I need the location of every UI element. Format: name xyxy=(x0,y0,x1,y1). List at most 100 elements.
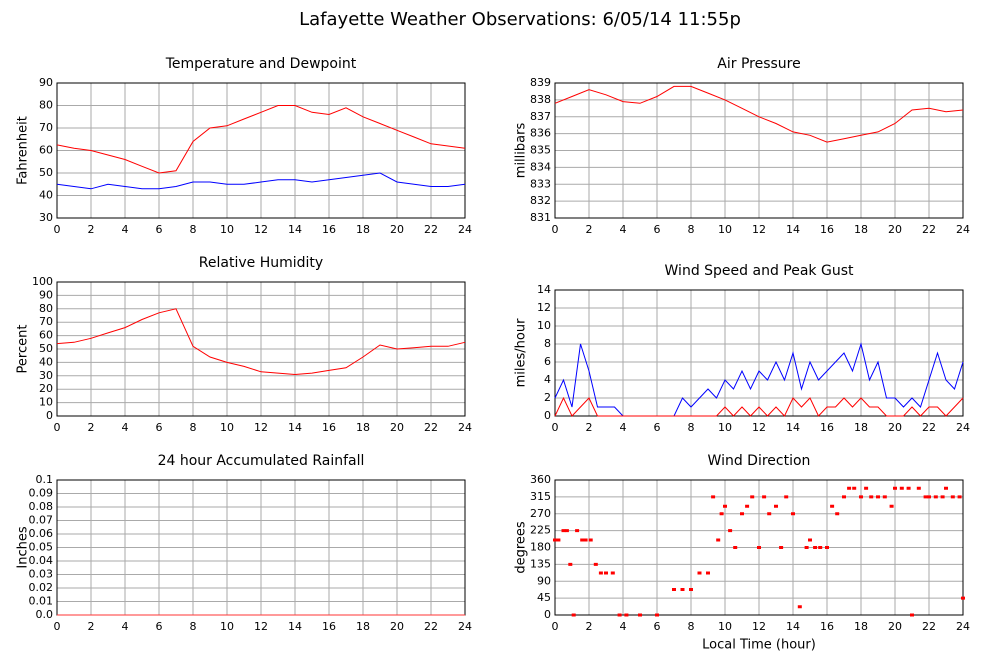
data-point xyxy=(571,613,576,617)
x-tick-label: 2 xyxy=(88,421,95,434)
y-tick-label: 60 xyxy=(39,329,53,342)
x-tick-label: 20 xyxy=(390,223,404,236)
data-point xyxy=(797,605,802,609)
x-tick-label: 4 xyxy=(620,421,627,434)
y-tick-label: 0.02 xyxy=(29,581,54,594)
data-point xyxy=(757,546,761,549)
x-tick-label: 0 xyxy=(552,620,559,633)
x-tick-label: 4 xyxy=(620,620,627,633)
x-tick-label: 18 xyxy=(356,620,370,633)
x-tick-label: 14 xyxy=(786,421,800,434)
data-point xyxy=(869,495,874,499)
y-tick-label: 270 xyxy=(530,507,551,520)
data-line xyxy=(554,85,964,143)
data-point xyxy=(889,504,894,508)
y-tick-label: 70 xyxy=(39,121,53,134)
data-point xyxy=(617,613,622,617)
y-tick-label: 40 xyxy=(39,189,53,202)
y-tick-label: 0.06 xyxy=(29,527,54,540)
y-tick-label: 4 xyxy=(544,373,551,386)
data-point xyxy=(876,495,880,499)
y-tick-label: 833 xyxy=(530,177,551,190)
x-tick-label: 16 xyxy=(820,223,834,236)
x-tick-label: 10 xyxy=(718,223,732,236)
x-tick-label: 10 xyxy=(220,620,234,633)
data-point xyxy=(882,495,887,499)
y-tick-label: 0.01 xyxy=(29,595,54,608)
x-tick-label: 16 xyxy=(820,620,834,633)
x-tick-label: 6 xyxy=(156,223,163,236)
x-tick-label: 24 xyxy=(956,421,970,434)
data-point xyxy=(767,512,772,516)
x-tick-label: 6 xyxy=(156,620,163,633)
chart-title: Relative Humidity xyxy=(199,255,323,271)
y-tick-label: 0.05 xyxy=(29,541,54,554)
data-point xyxy=(680,588,685,591)
x-tick-label: 8 xyxy=(688,223,695,236)
x-tick-label: 18 xyxy=(854,421,868,434)
x-tick-label: 10 xyxy=(718,620,732,633)
data-point xyxy=(906,486,911,490)
x-tick-label: 22 xyxy=(424,421,438,434)
x-tick-label: 14 xyxy=(786,223,800,236)
data-point xyxy=(593,562,598,566)
data-point xyxy=(940,495,945,499)
y-tick-label: 0.03 xyxy=(29,568,54,581)
data-line xyxy=(554,342,964,417)
data-point xyxy=(719,512,724,516)
plot-frame xyxy=(56,82,466,219)
data-point xyxy=(830,504,835,508)
x-tick-label: 8 xyxy=(190,223,197,236)
x-tick-label: 22 xyxy=(424,223,438,236)
y-tick-label: 40 xyxy=(39,355,53,368)
x-tick-label: 2 xyxy=(586,620,593,633)
y-tick-label: 6 xyxy=(544,355,551,368)
data-point xyxy=(598,571,603,575)
chart-title: Air Pressure xyxy=(717,56,800,72)
y-tick-label: 45 xyxy=(537,591,551,604)
y-axis-label: Fahrenheit xyxy=(16,116,31,185)
data-point xyxy=(733,546,738,549)
data-point xyxy=(604,571,608,575)
x-tick-label: 22 xyxy=(424,620,438,633)
x-tick-label: 4 xyxy=(122,421,129,434)
y-axis-label: miles/hour xyxy=(514,318,529,387)
y-tick-label: 315 xyxy=(530,490,551,503)
data-point xyxy=(813,546,818,549)
x-tick-label: 10 xyxy=(718,421,732,434)
x-tick-label: 22 xyxy=(922,223,936,236)
y-tick-label: 0 xyxy=(46,409,53,422)
data-point xyxy=(723,504,727,508)
y-tick-label: 70 xyxy=(39,315,53,328)
main-title: Lafayette Weather Observations: 6/05/14 … xyxy=(299,9,741,30)
x-tick-label: 16 xyxy=(322,223,336,236)
y-tick-label: 14 xyxy=(537,283,551,296)
data-point xyxy=(655,613,659,617)
x-tick-label: 4 xyxy=(122,620,129,633)
data-point xyxy=(711,495,716,499)
x-tick-label: 16 xyxy=(322,620,336,633)
x-tick-label: 8 xyxy=(688,421,695,434)
x-tick-label: 0 xyxy=(54,421,61,434)
x-tick-label: 8 xyxy=(688,620,695,633)
y-tick-label: 360 xyxy=(530,473,551,486)
y-tick-label: 90 xyxy=(39,288,53,301)
x-tick-label: 24 xyxy=(458,421,472,434)
x-axis-label: Local Time (hour) xyxy=(702,638,816,653)
y-tick-label: 180 xyxy=(530,541,551,554)
y-tick-label: 835 xyxy=(530,144,551,157)
data-point xyxy=(672,588,676,591)
y-tick-label: 80 xyxy=(39,99,53,112)
y-tick-label: 837 xyxy=(530,110,551,123)
x-tick-label: 12 xyxy=(254,223,268,236)
y-tick-label: 8 xyxy=(544,337,551,350)
x-tick-label: 20 xyxy=(888,223,902,236)
y-tick-label: 836 xyxy=(530,127,551,140)
plot-frame xyxy=(554,479,964,616)
data-point xyxy=(583,538,588,542)
data-line xyxy=(56,308,466,376)
y-tick-label: 225 xyxy=(530,524,551,537)
y-tick-label: 839 xyxy=(530,76,551,89)
data-point xyxy=(745,504,750,508)
data-point xyxy=(556,538,561,542)
